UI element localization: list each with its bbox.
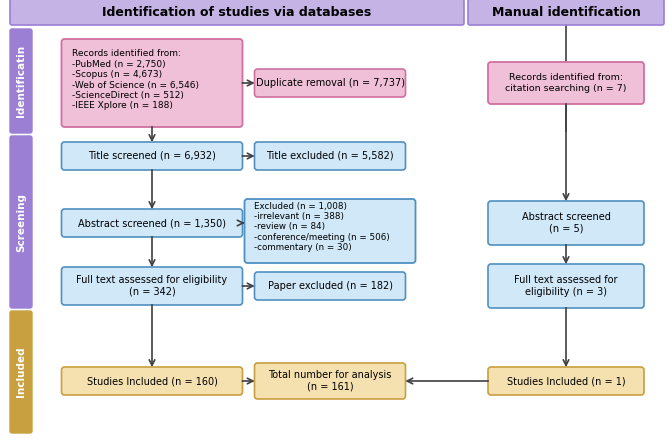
FancyBboxPatch shape — [468, 0, 664, 25]
Text: Studies Included (n = 1): Studies Included (n = 1) — [507, 376, 626, 386]
Text: Full text assessed for
eligibility (n = 3): Full text assessed for eligibility (n = … — [514, 275, 618, 297]
FancyBboxPatch shape — [62, 39, 243, 127]
FancyBboxPatch shape — [488, 201, 644, 245]
FancyBboxPatch shape — [62, 267, 243, 305]
FancyBboxPatch shape — [488, 264, 644, 308]
Text: Excluded (n = 1,008)
-irrelevant (n = 388)
-review (n = 84)
-conference/meeting : Excluded (n = 1,008) -irrelevant (n = 38… — [253, 202, 389, 252]
Text: Title excluded (n = 5,582): Title excluded (n = 5,582) — [266, 151, 394, 161]
Text: Records identified from:
-PubMed (n = 2,750)
-Scopus (n = 4,673)
-Web of Science: Records identified from: -PubMed (n = 2,… — [73, 49, 200, 111]
FancyBboxPatch shape — [245, 199, 415, 263]
Text: Identificatin: Identificatin — [16, 45, 26, 117]
FancyBboxPatch shape — [10, 29, 32, 133]
FancyBboxPatch shape — [10, 311, 32, 433]
FancyBboxPatch shape — [255, 142, 405, 170]
Text: Total number for analysis
(n = 161): Total number for analysis (n = 161) — [268, 370, 392, 392]
Text: Full text assessed for eligibility
(n = 342): Full text assessed for eligibility (n = … — [77, 275, 228, 297]
FancyBboxPatch shape — [488, 62, 644, 104]
Text: Abstract screened
(n = 5): Abstract screened (n = 5) — [521, 212, 610, 234]
FancyBboxPatch shape — [62, 142, 243, 170]
FancyBboxPatch shape — [62, 209, 243, 237]
FancyBboxPatch shape — [10, 0, 464, 25]
Text: Screening: Screening — [16, 193, 26, 251]
FancyBboxPatch shape — [488, 367, 644, 395]
FancyBboxPatch shape — [255, 69, 405, 97]
Text: Abstract screened (n = 1,350): Abstract screened (n = 1,350) — [78, 218, 226, 228]
Text: Studies Included (n = 160): Studies Included (n = 160) — [87, 376, 218, 386]
FancyBboxPatch shape — [10, 136, 32, 308]
Text: Identification of studies via databases: Identification of studies via databases — [102, 5, 372, 19]
Text: Title screened (n = 6,932): Title screened (n = 6,932) — [88, 151, 216, 161]
Text: Manual identification: Manual identification — [491, 5, 640, 19]
Text: Included: Included — [16, 347, 26, 397]
FancyBboxPatch shape — [62, 367, 243, 395]
Text: Duplicate removal (n = 7,737): Duplicate removal (n = 7,737) — [255, 78, 405, 88]
FancyBboxPatch shape — [255, 363, 405, 399]
FancyBboxPatch shape — [255, 272, 405, 300]
Text: Records identified from:
citation searching (n = 7): Records identified from: citation search… — [505, 73, 627, 93]
Text: Paper excluded (n = 182): Paper excluded (n = 182) — [267, 281, 392, 291]
